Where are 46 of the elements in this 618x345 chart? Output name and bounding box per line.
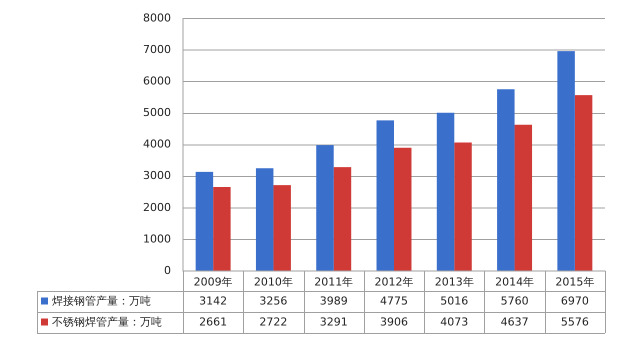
data-label: 5576	[560, 315, 589, 328]
bar	[213, 187, 231, 270]
data-label: 3989	[320, 294, 348, 308]
y-tick-label: 7000	[143, 43, 171, 56]
bar	[394, 148, 412, 270]
y-tick-label: 8000	[143, 11, 171, 24]
y-tick-label: 5000	[143, 106, 171, 120]
bar	[454, 142, 472, 270]
bar	[334, 167, 352, 270]
data-label: 2722	[259, 315, 288, 328]
bar	[514, 124, 532, 270]
data-label: 4637	[500, 315, 529, 328]
bar	[196, 172, 214, 270]
bar	[316, 145, 334, 270]
bar	[436, 112, 454, 270]
bar	[574, 95, 592, 270]
y-tick-label: 6000	[143, 74, 171, 88]
x-tick-label: 2009年	[194, 275, 233, 288]
bar	[256, 168, 274, 270]
y-tick-label: 2000	[143, 200, 171, 214]
legend-label: 焊接钢管产量：万吨	[52, 294, 151, 308]
bar	[497, 89, 515, 270]
y-tick-label: 3000	[143, 169, 171, 182]
y-tick-label: 0	[164, 264, 171, 277]
data-label: 3291	[320, 315, 348, 328]
x-tick-label: 2011年	[314, 275, 354, 288]
x-tick-label: 2012年	[374, 275, 414, 288]
x-tick-label: 2015年	[555, 275, 594, 288]
data-label: 3906	[380, 315, 408, 328]
x-tick-label: 2010年	[254, 275, 293, 288]
data-label: 5016	[440, 294, 468, 308]
bar	[376, 120, 394, 270]
data-label: 4775	[380, 294, 408, 308]
bar	[273, 185, 291, 270]
data-label: 3142	[199, 294, 228, 308]
x-tick-label: 2013年	[434, 275, 474, 288]
y-tick-label: 4000	[143, 138, 171, 151]
y-tick-label: 1000	[143, 232, 171, 246]
data-label: 3256	[259, 294, 288, 308]
bar	[557, 51, 575, 270]
data-label: 4073	[440, 315, 468, 328]
data-label: 5760	[500, 294, 529, 308]
x-tick-label: 2014年	[495, 275, 534, 288]
legend-label: 不锈钢焊管产量：万吨	[52, 315, 162, 328]
data-label: 6970	[560, 294, 589, 308]
data-label: 2661	[199, 315, 228, 328]
